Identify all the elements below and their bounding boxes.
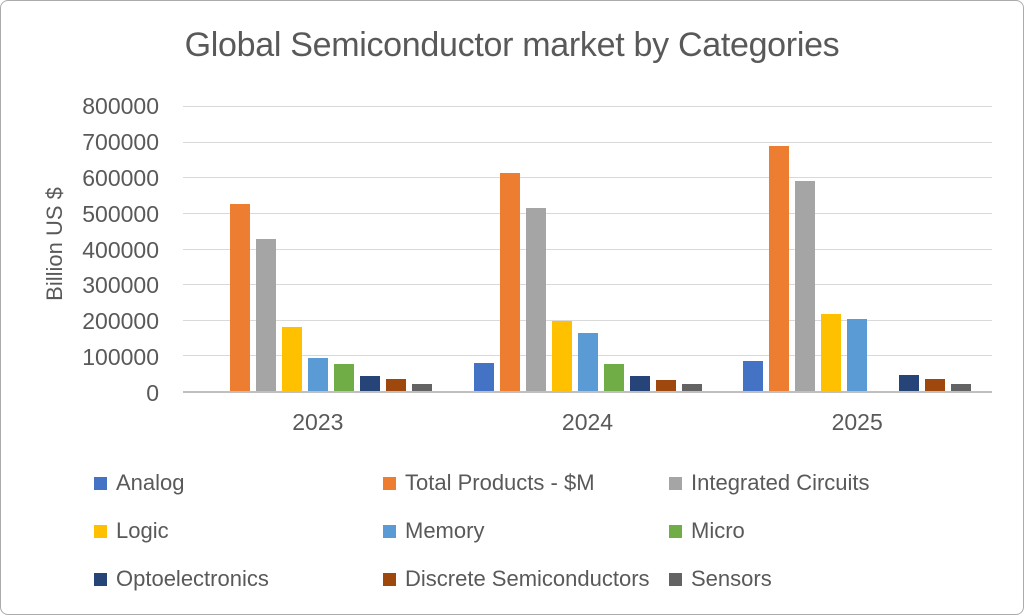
legend-item-memory: Memory [383, 518, 484, 544]
bar-group-2024 [453, 106, 723, 391]
legend-label: Analog [116, 470, 185, 495]
bar-analog-2024 [473, 362, 494, 391]
bar-integrated-circuits-2023 [255, 238, 276, 391]
bar-memory-2024 [577, 332, 598, 391]
legend-item-sensors: Sensors [669, 566, 772, 592]
legend-label: Logic [116, 518, 169, 543]
bar-optoelectronics-2024 [629, 376, 650, 391]
x-tick-label: 2024 [561, 409, 614, 435]
legend-item-discrete-semiconductors: Discrete Semiconductors [383, 566, 650, 592]
legend-item-optoelectronics: Optoelectronics [94, 566, 269, 592]
legend-label: Discrete Semiconductors [405, 566, 650, 591]
legend-item-total-products-m: Total Products - $M [383, 470, 595, 496]
x-tick-label: 2025 [831, 409, 883, 435]
legend-label: Integrated Circuits [691, 470, 870, 495]
y-tick-label: 200000 [82, 308, 159, 335]
bar-integrated-circuits-2025 [795, 181, 816, 391]
bar-analog-2025 [743, 360, 764, 391]
gridline [183, 106, 992, 107]
bar-sensors-2023 [411, 383, 432, 391]
legend-swatch-icon [669, 524, 682, 538]
bar-total-products-m-2025 [769, 146, 790, 391]
bar-micro-2024 [603, 363, 624, 391]
bar-optoelectronics-2025 [899, 375, 920, 391]
legend-swatch-icon [669, 572, 682, 586]
legend-item-logic: Logic [94, 518, 169, 544]
bar-groups [183, 106, 992, 391]
legend-label: Sensors [691, 566, 772, 591]
gridline [183, 141, 992, 143]
bar-discrete-semiconductors-2023 [385, 379, 406, 391]
legend-swatch-icon [383, 524, 396, 538]
y-tick-label: 400000 [82, 236, 159, 263]
plot-area [183, 106, 992, 393]
gridline [183, 284, 992, 286]
legend-item-integrated-circuits: Integrated Circuits [669, 470, 870, 496]
y-axis-tick-labels: 0 100000 200000 300000 400000 500000 600000 700… [1, 93, 159, 406]
legend-swatch-icon [383, 572, 396, 586]
bar-discrete-semiconductors-2024 [655, 380, 676, 391]
bar-group-2023 [183, 106, 453, 391]
chart-title: Global Semiconductor market by Categorie… [184, 26, 840, 64]
bar-sensors-2024 [681, 384, 702, 391]
gridline [183, 248, 992, 250]
bar-memory-2023 [307, 358, 328, 391]
y-tick-label: 500000 [82, 200, 159, 227]
y-tick-label: 300000 [82, 272, 159, 299]
legend-swatch-icon [94, 572, 107, 586]
gridline [183, 177, 992, 179]
legend-swatch-icon [94, 476, 107, 490]
bar-total-products-m-2023 [229, 203, 250, 391]
bar-total-products-m-2024 [499, 173, 520, 391]
y-tick-label: 600000 [82, 164, 159, 191]
legend-item-micro: Micro [669, 518, 745, 544]
bar-sensors-2025 [951, 383, 972, 391]
legend-label: Micro [691, 518, 745, 543]
bar-logic-2024 [551, 321, 572, 391]
bar-logic-2025 [821, 313, 842, 391]
bar-logic-2023 [281, 327, 302, 391]
legend-swatch-icon [94, 524, 107, 538]
bar-micro-2023 [333, 363, 354, 391]
gridline [183, 212, 992, 214]
x-axis-tick-labels: 2023 2024 2025 [183, 409, 992, 436]
legend-label: Memory [405, 518, 485, 543]
legend-swatch-icon [669, 476, 682, 490]
x-tick-label: 2023 [292, 409, 344, 435]
bar-group-2025 [722, 106, 992, 391]
y-tick-label: 100000 [82, 344, 159, 371]
bar-optoelectronics-2023 [359, 376, 380, 391]
y-tick-label: 0 [146, 380, 159, 406]
legend-label: Optoelectronics [116, 566, 269, 591]
y-tick-label: 700000 [82, 128, 159, 155]
bar-integrated-circuits-2024 [525, 207, 546, 391]
gridline [183, 319, 992, 321]
legend-swatch-icon [383, 476, 396, 490]
bar-discrete-semiconductors-2025 [925, 378, 946, 391]
legend-item-analog: Analog [94, 470, 185, 496]
legend-label: Total Products - $M [405, 470, 595, 495]
bar-memory-2025 [847, 318, 868, 391]
y-tick-label: 800000 [82, 93, 159, 119]
